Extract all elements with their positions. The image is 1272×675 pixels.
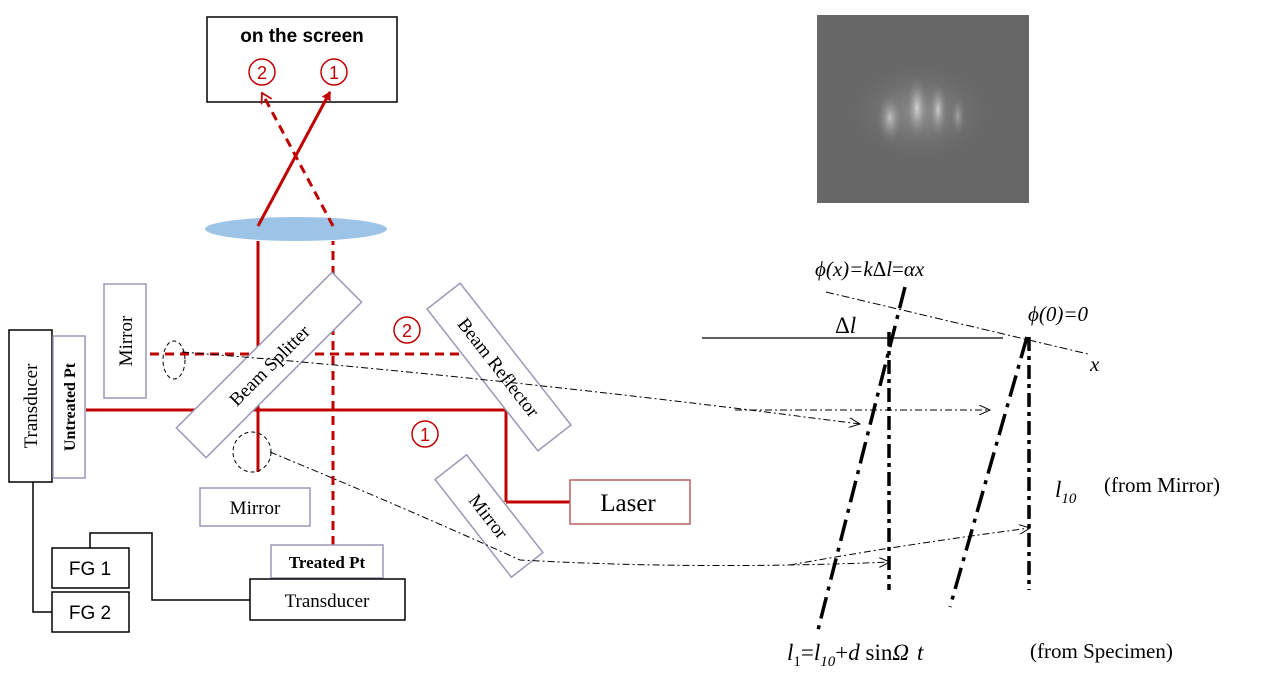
beam-1-marker-label: 1 bbox=[420, 425, 430, 445]
fg2-label: FG 2 bbox=[69, 603, 111, 624]
mirror-bottom: Mirror bbox=[200, 488, 310, 526]
mirror-top-left-label: Mirror bbox=[116, 315, 137, 366]
mirror-right: Mirror bbox=[435, 455, 543, 577]
l10-label: l10 bbox=[1055, 477, 1077, 507]
mirror-top-left: Mirror bbox=[104, 284, 146, 398]
fg1-label: FG 1 bbox=[69, 559, 111, 580]
untreated-pt: Untreated Pt bbox=[53, 336, 85, 478]
treated-pt: Treated Pt bbox=[271, 545, 383, 578]
screen-label: on the screen bbox=[240, 26, 364, 47]
fg2: FG 2 bbox=[52, 592, 129, 632]
x-axis-label: x bbox=[1089, 352, 1100, 376]
mirror-bottom-label: Mirror bbox=[230, 498, 281, 519]
transducer-bottom: Transducer bbox=[250, 579, 405, 620]
lens bbox=[205, 217, 387, 241]
delta-l-label: Δl bbox=[835, 313, 856, 338]
phase-diagram: ϕ(x)=kΔl=αx ϕ(0)=0 Δl x l10 (from Mirror… bbox=[702, 257, 1220, 670]
phi-zero-label: ϕ(0)=0 bbox=[1028, 302, 1089, 326]
screen-marker-2-label: 2 bbox=[257, 63, 267, 83]
transducer-left-label: Transducer bbox=[21, 363, 42, 448]
fringe-image bbox=[817, 15, 1029, 203]
mirror-spot-top bbox=[163, 341, 185, 379]
l1-formula: l1=l10+d sinΩ t bbox=[787, 640, 924, 670]
screen: on the screen 2 1 bbox=[207, 17, 397, 102]
untreated-pt-label: Untreated Pt bbox=[62, 362, 79, 451]
from-mirror-label: (from Mirror) bbox=[1104, 473, 1220, 497]
treated-pt-label: Treated Pt bbox=[289, 553, 366, 572]
laser: Laser bbox=[570, 480, 690, 524]
laser-label: Laser bbox=[600, 490, 656, 517]
projection-lines bbox=[182, 352, 1030, 566]
screen-marker-1-label: 1 bbox=[329, 63, 339, 83]
fg1: FG 1 bbox=[52, 548, 129, 588]
from-specimen-label: (from Specimen) bbox=[1030, 639, 1173, 663]
mirror-spot-bottom bbox=[233, 432, 271, 472]
specimen-dashed-line-2 bbox=[950, 337, 1027, 607]
transducer-bottom-label: Transducer bbox=[285, 591, 370, 612]
phi-x-formula: ϕ(x)=kΔl=αx bbox=[815, 257, 925, 281]
transducer-left: Transducer bbox=[9, 330, 52, 482]
beam-2-marker-label: 2 bbox=[402, 321, 412, 341]
beam-reflector: Beam Reflector bbox=[427, 283, 571, 451]
